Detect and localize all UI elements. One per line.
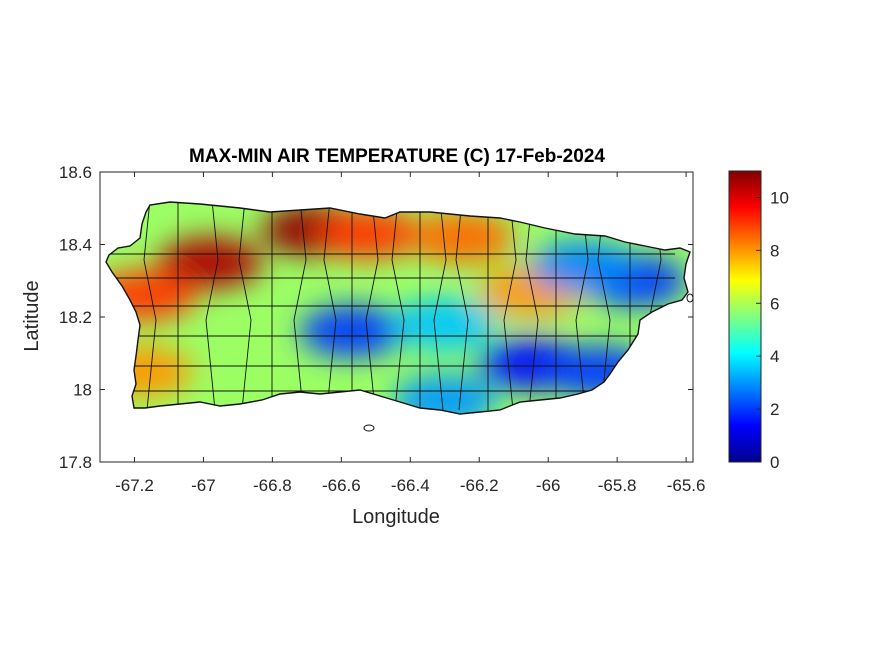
colorbar-tick-label: 2: [770, 400, 779, 419]
municipality-border-v15: [525, 202, 539, 411]
x-tick-label: -65.8: [598, 476, 637, 495]
y-tick-label: 18.6: [59, 163, 92, 182]
temperature-hotspot-4: [410, 211, 515, 264]
municipality-border-v14: [503, 202, 517, 411]
municipality-border-v8: [365, 202, 379, 411]
municipality-border-v3: [238, 202, 252, 411]
municipality-boundaries: [105, 201, 694, 432]
islet-caja-de-muerto: [363, 424, 375, 432]
temperature-hotspot-11: [530, 240, 635, 293]
municipality-border-v11: [433, 202, 447, 411]
municipality-border-v12: [455, 202, 469, 411]
colorbar-tick-label: 8: [770, 241, 779, 260]
colorbar: [728, 170, 762, 463]
x-tick-label: -65.6: [667, 476, 706, 495]
x-axis-label: Longitude: [352, 506, 440, 528]
x-axis-ticks: -67.2 -67 -66.8 -66.6 -66.4 -66.2 -66 -65.8 -65.…: [115, 172, 705, 495]
x-tick-label: -67.2: [115, 476, 154, 495]
municipality-border-v6: [323, 202, 337, 411]
municipality-lines: [106, 202, 675, 411]
x-tick-label: -66.2: [460, 476, 499, 495]
temperature-hotspot-0: [158, 236, 263, 289]
municipality-border-v0: [143, 202, 157, 411]
y-tick-label: 18.2: [59, 308, 92, 327]
island-coastline: [105, 201, 691, 415]
y-tick-label: 17.8: [59, 453, 92, 472]
colorbar-tick-label: 4: [770, 347, 779, 366]
x-tick-label: -66.8: [253, 476, 292, 495]
y-tick-label: 18: [73, 381, 92, 400]
islet-east: [686, 293, 694, 303]
y-axis-ticks: 17.8 18 18.2 18.4 18.6: [59, 163, 693, 472]
y-axis-label: Latitude: [21, 280, 43, 351]
x-tick-label: -66: [536, 476, 561, 495]
colorbar-tick-label: 6: [770, 294, 779, 313]
municipality-border-v9: [391, 202, 405, 411]
municipality-border-v2: [205, 202, 219, 411]
y-tick-label: 18.4: [59, 236, 92, 255]
x-tick-label: -66.4: [391, 476, 430, 495]
temperature-hotspot-12: [392, 298, 497, 351]
temperature-hotspot-3: [316, 207, 421, 260]
colorbar-tick-label: 0: [770, 453, 779, 472]
colorbar-tick-label: 10: [770, 188, 789, 207]
x-tick-label: -66.6: [322, 476, 361, 495]
colorbar-ticks: 0 2 4 6 8 10: [756, 188, 789, 472]
municipality-border-v5: [293, 202, 307, 411]
map-title: MAX-MIN AIR TEMPERATURE (C) 17-Feb-2024: [189, 146, 605, 167]
x-tick-label: -67: [191, 476, 216, 495]
